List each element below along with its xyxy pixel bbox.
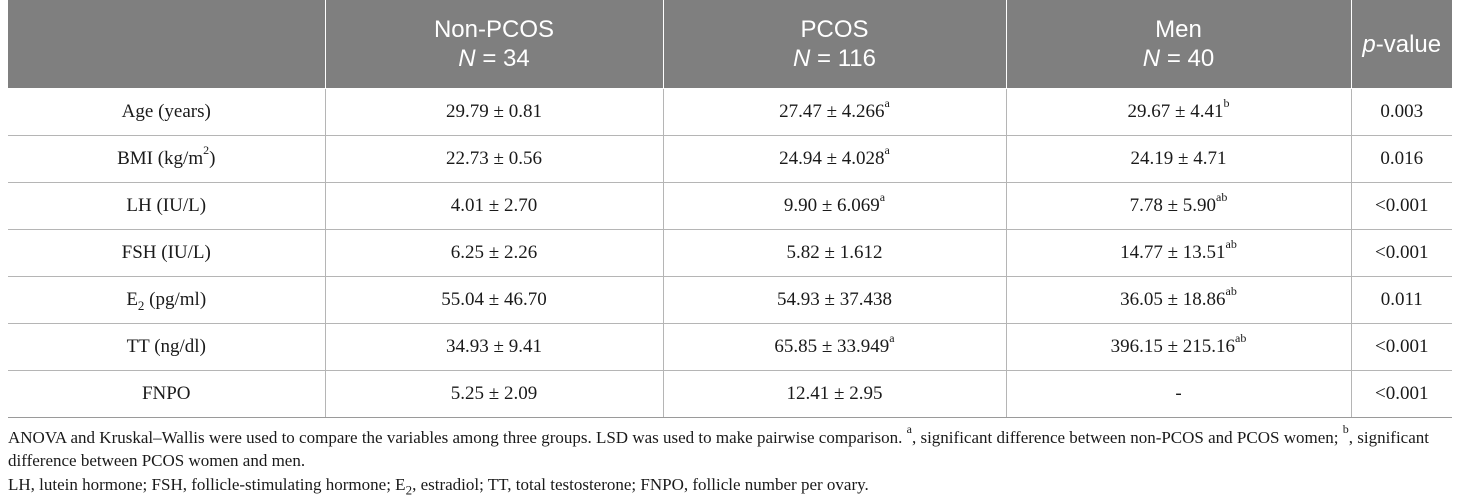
non-pcos-value: 29.79 ± 0.81 bbox=[324, 88, 664, 136]
header-pcos-title: PCOS bbox=[800, 16, 869, 43]
pcos-value: 12.41 ± 2.95 bbox=[662, 370, 1007, 418]
table-row: Age (years) 29.79 ± 0.81 27.47 ± 4.266a 29.… bbox=[8, 88, 1452, 136]
table-row: FSH (IU/L) 6.25 ± 2.26 5.82 ± 1.612 14.77 ±… bbox=[8, 229, 1452, 277]
row-label: E2 (pg/ml) bbox=[8, 276, 326, 324]
pcos-value: 9.90 ± 6.069a bbox=[662, 182, 1007, 230]
non-pcos-value: 55.04 ± 46.70 bbox=[324, 276, 664, 324]
row-label: TT (ng/dl) bbox=[8, 323, 326, 371]
p-value: 0.016 bbox=[1350, 135, 1452, 183]
header-men-title: Men bbox=[1155, 16, 1202, 43]
row-label: Age (years) bbox=[8, 88, 326, 136]
footnote-statistics: ANOVA and Kruskal–Wallis were used to co… bbox=[8, 422, 1429, 470]
header-men-n: N = 40 bbox=[1142, 45, 1215, 72]
table-body: Age (years) 29.79 ± 0.81 27.47 ± 4.266a 29.… bbox=[8, 88, 1452, 418]
non-pcos-value: 34.93 ± 9.41 bbox=[324, 323, 664, 371]
table-row: LH (IU/L) 4.01 ± 2.70 9.90 ± 6.069a 7.78 ± … bbox=[8, 182, 1452, 230]
row-label: LH (IU/L) bbox=[8, 182, 326, 230]
men-value: 36.05 ± 18.86ab bbox=[1005, 276, 1352, 324]
row-label: FNPO bbox=[8, 370, 326, 418]
table-row: FNPO 5.25 ± 2.09 12.41 ± 2.95- <0.001 bbox=[8, 370, 1452, 418]
header-men: Men N = 40 bbox=[1005, 0, 1352, 89]
header-non-pcos-title: Non-PCOS bbox=[433, 16, 555, 43]
men-value: 396.15 ± 215.16ab bbox=[1005, 323, 1352, 371]
pcos-value: 54.93 ± 37.438 bbox=[662, 276, 1007, 324]
men-value: 29.67 ± 4.41b bbox=[1005, 88, 1352, 136]
p-value: <0.001 bbox=[1350, 323, 1452, 371]
p-value: <0.001 bbox=[1350, 370, 1452, 418]
non-pcos-value: 4.01 ± 2.70 bbox=[324, 182, 664, 230]
pcos-value: 5.82 ± 1.612 bbox=[662, 229, 1007, 277]
header-non-pcos: Non-PCOS N = 34 bbox=[324, 0, 664, 89]
p-value: 0.003 bbox=[1350, 88, 1452, 136]
row-label: BMI (kg/m2) bbox=[8, 135, 326, 183]
data-table: Non-PCOS N = 34 PCOS N = 116 Men N = 40 … bbox=[8, 0, 1452, 418]
pcos-value: 65.85 ± 33.949a bbox=[662, 323, 1007, 371]
table-row: TT (ng/dl) 34.93 ± 9.41 65.85 ± 33.949a 396… bbox=[8, 323, 1452, 371]
p-value: 0.011 bbox=[1350, 276, 1452, 324]
table-figure: Non-PCOS N = 34 PCOS N = 116 Men N = 40 … bbox=[8, 0, 1452, 496]
table-footnotes: ANOVA and Kruskal–Wallis were used to co… bbox=[8, 422, 1452, 498]
table-row: E2 (pg/ml) 55.04 ± 46.70 54.93 ± 37.438 36.… bbox=[8, 276, 1452, 324]
header-row: Non-PCOS N = 34 PCOS N = 116 Men N = 40 … bbox=[8, 0, 1452, 89]
pcos-value: 27.47 ± 4.266a bbox=[662, 88, 1007, 136]
header-pcos: PCOS N = 116 bbox=[662, 0, 1007, 89]
non-pcos-value: 5.25 ± 2.09 bbox=[324, 370, 664, 418]
row-label: FSH (IU/L) bbox=[8, 229, 326, 277]
p-value: <0.001 bbox=[1350, 182, 1452, 230]
men-value: 7.78 ± 5.90ab bbox=[1005, 182, 1352, 230]
p-value: <0.001 bbox=[1350, 229, 1452, 277]
men-value: - bbox=[1005, 370, 1352, 418]
header-non-pcos-n: N = 34 bbox=[458, 45, 530, 72]
pcos-value: 24.94 ± 4.028a bbox=[662, 135, 1007, 183]
table-row: BMI (kg/m2) 22.73 ± 0.56 24.94 ± 4.028a 24.… bbox=[8, 135, 1452, 183]
non-pcos-value: 22.73 ± 0.56 bbox=[324, 135, 664, 183]
footnote-abbreviations: LH, lutein hormone; FSH, follicle-stimul… bbox=[8, 475, 869, 498]
header-pcos-n: N = 116 bbox=[793, 45, 876, 72]
non-pcos-value: 6.25 ± 2.26 bbox=[324, 229, 664, 277]
men-value: 24.19 ± 4.71 bbox=[1005, 135, 1352, 183]
men-value: 14.77 ± 13.51ab bbox=[1005, 229, 1352, 277]
header-empty-cell bbox=[8, 0, 326, 89]
header-p-value: p-value bbox=[1350, 0, 1452, 89]
